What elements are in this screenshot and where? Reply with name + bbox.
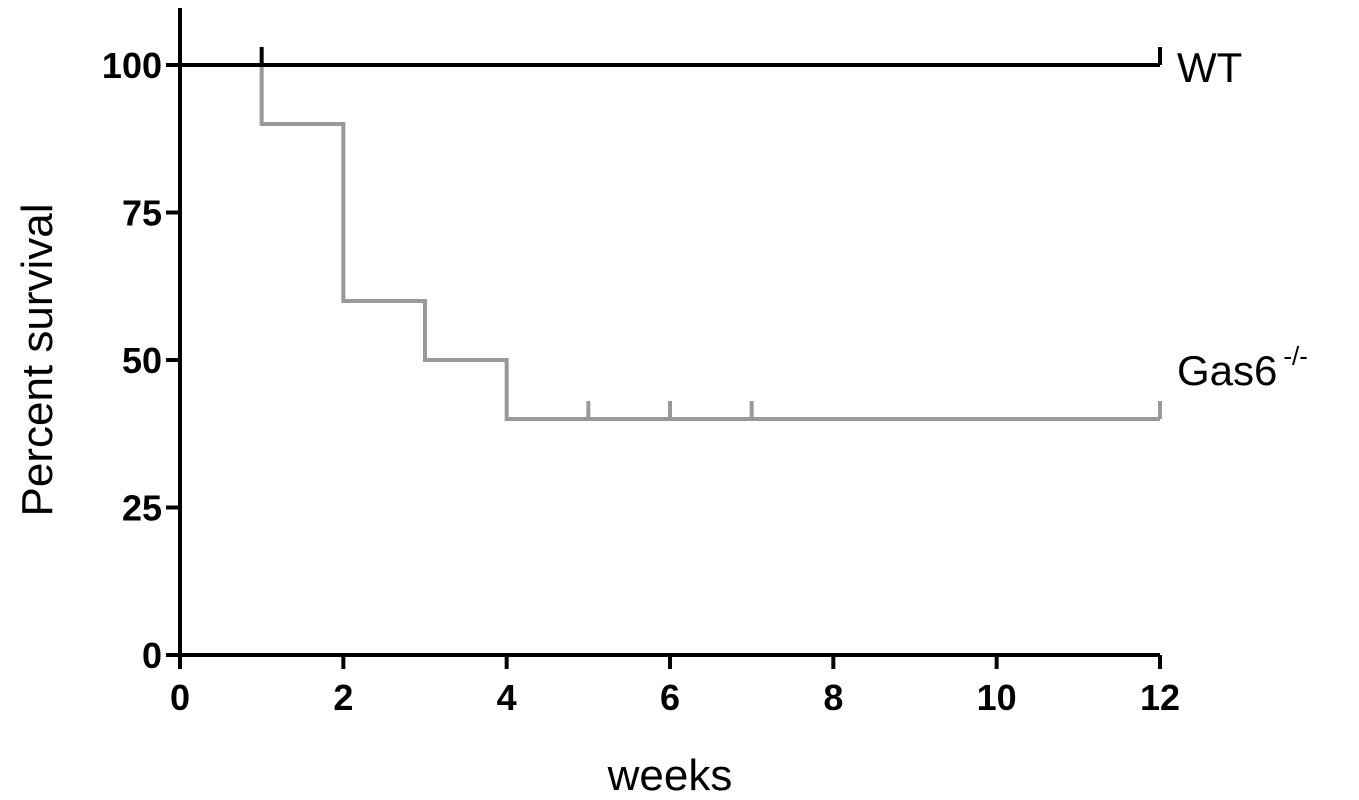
series-label-gas6: Gas6 -/- [1177,341,1308,394]
x-tick-label: 12 [1140,677,1180,718]
labels: weeks Percent survival WT Gas6 -/- [13,44,1308,800]
x-axis-title: weeks [607,751,733,800]
y-tick-label: 100 [102,45,162,86]
x-tick-label: 2 [333,677,353,718]
y-tick-label: 75 [122,193,162,234]
axes: 0 2 4 6 8 10 12 0 25 50 75 100 [102,8,1180,718]
series-line-gas6 [180,63,1160,421]
series-layer [180,47,1162,421]
y-tick-label: 25 [122,488,162,529]
series-label-wt: WT [1177,44,1242,91]
x-tick-label: 4 [497,677,517,718]
y-tick-label: 50 [122,340,162,381]
y-tick-label: 0 [142,635,162,676]
x-tick-label: 0 [170,677,190,718]
x-tick-label: 8 [823,677,843,718]
y-axis-title: Percent survival [13,203,62,516]
x-tick-label: 6 [660,677,680,718]
x-tick-label: 10 [977,677,1017,718]
